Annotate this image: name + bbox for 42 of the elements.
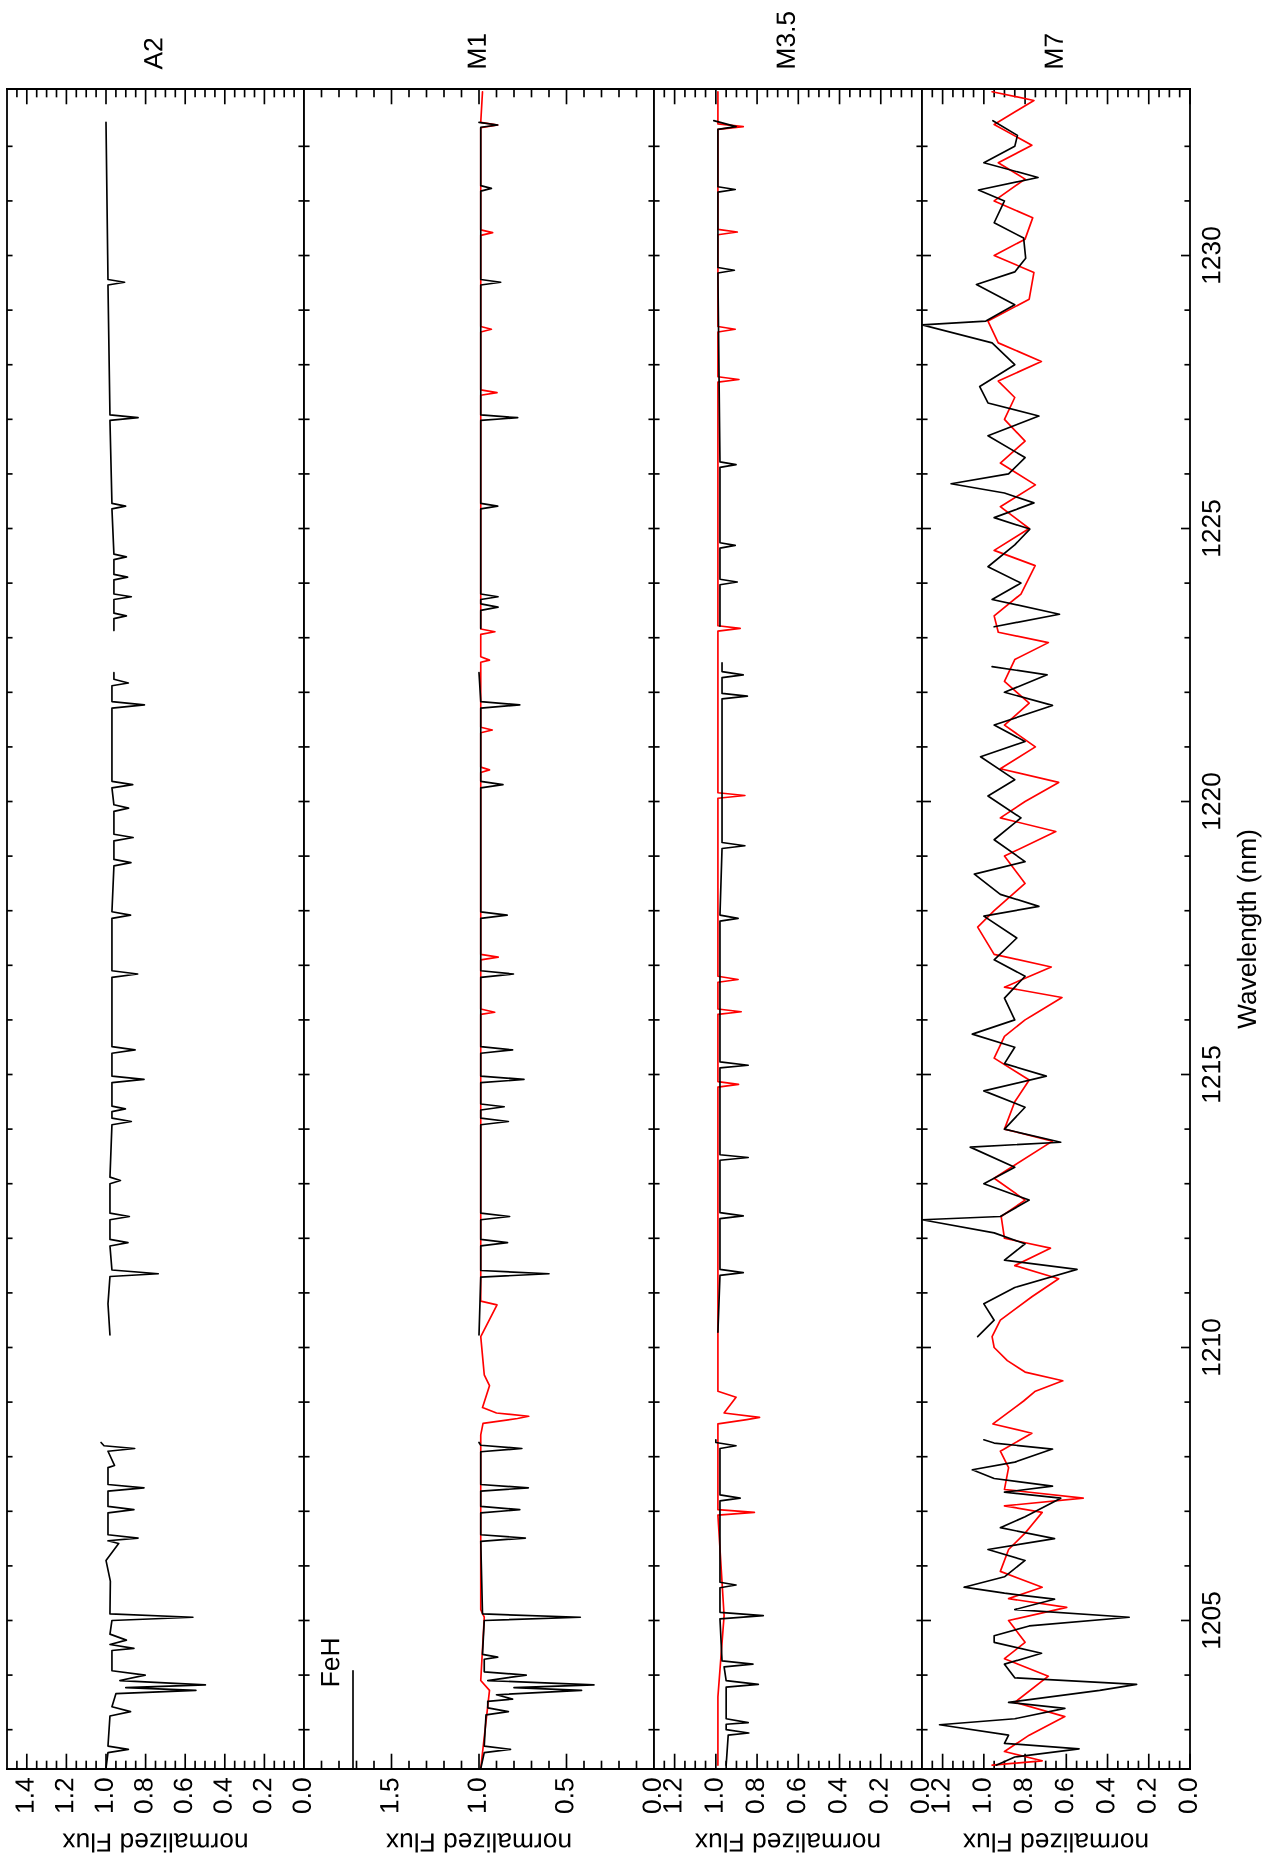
x-tick-label: 0.8 xyxy=(1013,1778,1033,1813)
x-tick-label: 1.0 xyxy=(972,1778,991,1812)
x-tick-label: 0.8 xyxy=(745,1778,765,1813)
x-tick-label: 1.2 xyxy=(54,1778,74,1812)
x-tick-label: 0.6 xyxy=(173,1778,193,1813)
y-tick-label: 1220 xyxy=(1201,773,1221,829)
x-tick-label: 0.0 xyxy=(910,1778,930,1813)
x-tick-label: 0.6 xyxy=(786,1778,806,1813)
x-axis-title: normalized Flux xyxy=(386,1833,571,1853)
x-tick-label: 0.6 xyxy=(1054,1778,1074,1813)
x-axis-title: normalized Flux xyxy=(963,1833,1148,1853)
x-tick-label: 0.2 xyxy=(1137,1778,1156,1813)
y-tick-label: 1205 xyxy=(1201,1592,1221,1648)
y-tick-label: 1215 xyxy=(1201,1046,1221,1102)
x-tick-label: 1.0 xyxy=(704,1778,723,1812)
x-tick-label: 0.0 xyxy=(1178,1778,1198,1813)
x-tick-label: 0.2 xyxy=(252,1778,272,1813)
x-tick-label: 1.0 xyxy=(467,1778,487,1812)
x-tick-label: 0.4 xyxy=(213,1778,232,1813)
y-axis-title: Wavelength (nm) xyxy=(1236,830,1262,1029)
chart-title: A2 xyxy=(143,38,163,70)
x-tick-label: 0.0 xyxy=(642,1778,662,1813)
chart-title: M1 xyxy=(467,34,486,68)
legend-label: FeH xyxy=(321,1639,340,1686)
y-tick-label: 1230 xyxy=(1201,227,1221,283)
x-tick-label: 1.0 xyxy=(94,1778,114,1812)
x-tick-label: 1.4 xyxy=(15,1778,34,1812)
x-tick-label: 0.4 xyxy=(1095,1778,1115,1813)
chart-title: M3.5 xyxy=(776,12,796,68)
x-tick-label: 0.8 xyxy=(134,1778,153,1813)
x-tick-label: 1.5 xyxy=(380,1778,399,1812)
chart-title: M7 xyxy=(1044,34,1063,68)
x-tick-label: 0.2 xyxy=(869,1778,888,1813)
x-tick-label: 1.2 xyxy=(931,1778,950,1812)
x-axis-title: normalized Flux xyxy=(695,1833,880,1853)
x-tick-label: 1.2 xyxy=(663,1778,682,1812)
y-tick-label: 1210 xyxy=(1201,1319,1221,1375)
x-axis-title: normalized Flux xyxy=(62,1833,247,1853)
x-tick-label: 0.0 xyxy=(292,1778,312,1813)
x-tick-label: 0.5 xyxy=(554,1778,574,1813)
x-tick-label: 0.4 xyxy=(827,1778,847,1813)
y-tick-label: 1225 xyxy=(1201,500,1221,556)
